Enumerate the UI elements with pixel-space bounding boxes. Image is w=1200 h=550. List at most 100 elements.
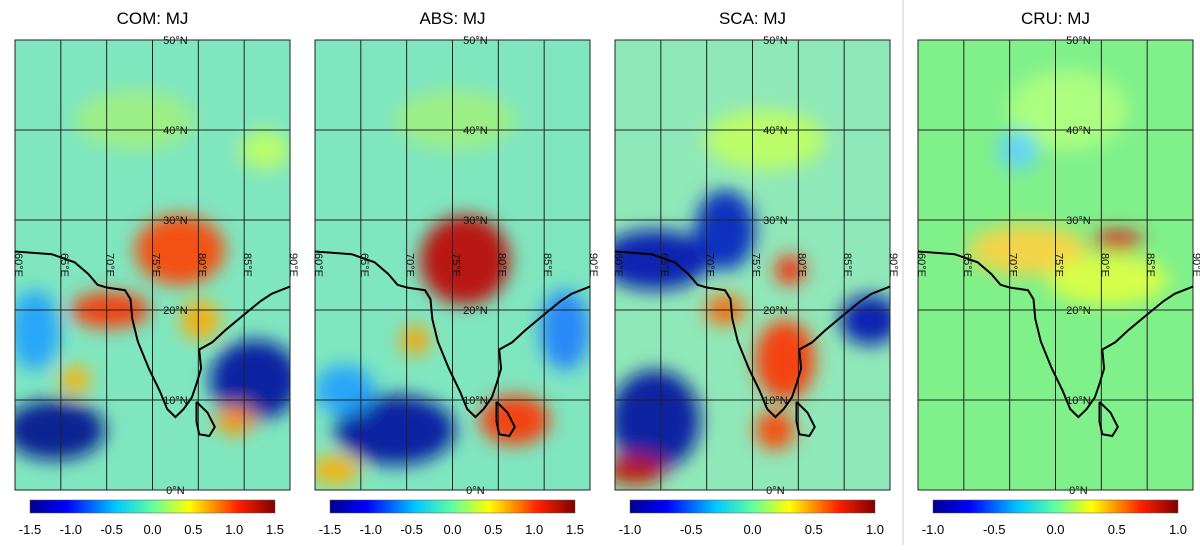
colorbar-tick-label: 1.0 [225,522,243,537]
anomaly-blob [705,110,825,170]
coastline [314,250,591,419]
map-panel: CRU: MJ 0°N 10°N 20°N 30°N 40°N 50°N 60°E 65°E 70… [915,9,1200,537]
lat-label: 20°N [463,305,488,317]
colorbar-tick-label: -1.5 [19,522,41,537]
colorbar-tick-label: -0.5 [100,522,122,537]
lat-label: 10°N [1066,395,1091,407]
lon-label: 80°E [195,253,207,277]
colorbar-tick-label: 1.5 [266,522,284,537]
anomaly-blob [15,290,60,370]
anomaly-blob [615,370,700,470]
lon-label: 80°E [495,253,507,277]
lat-label: 30°N [763,215,788,227]
anomaly-blob [775,255,805,285]
anomaly-blob [755,410,795,450]
lat-label: 50°N [763,35,788,47]
lat-label: 50°N [1066,35,1091,47]
anomaly-blob [240,130,290,170]
lon-label: 65°E [658,253,670,277]
coastline [14,250,291,419]
lat-label: 0°N [1069,485,1088,497]
colorbar-tick-label: 0.0 [743,522,761,537]
colorbar-tick-label: -1.0 [360,522,382,537]
colorbar-tick-label: 0.5 [805,522,823,537]
panel-title: COM: MJ [117,9,189,28]
anomaly-blob [1093,230,1143,250]
colorbar [932,499,1179,514]
anomaly-blob [480,395,550,445]
blobs [615,110,890,485]
lon-label: 70°E [404,253,416,277]
colorbar-tick-label: 0.0 [443,522,461,537]
lat-label: 0°N [766,485,785,497]
coastline [917,250,1194,419]
lat-label: 10°N [163,395,188,407]
lon-label: 75°E [1053,253,1065,277]
lat-label: 40°N [163,125,188,137]
anomaly-blob [615,455,665,485]
lon-label: 80°E [1098,253,1110,277]
map-panel: SCA: MJ 0°N 10°N 20°N 30°N 40°N 50°N 60°E 65°E 70… [612,9,899,537]
colorbar-tick-label: -0.5 [680,522,702,537]
lon-label: 85°E [241,253,253,277]
colorbar-tick-label: -1.0 [60,522,82,537]
colorbar-tick-label: 0.0 [1046,522,1064,537]
lon-label: 90°E [1190,253,1200,277]
colorbar [629,499,876,514]
anomaly-blob [755,320,815,400]
colorbar-tick-label: 1.0 [525,522,543,537]
anomaly-blob [335,395,455,465]
anomaly-blob [615,230,710,290]
lon-label: 75°E [750,253,762,277]
lon-label: 60°E [612,253,624,277]
colorbar-tick-label: -1.0 [922,522,944,537]
lat-label: 20°N [1066,305,1091,317]
lat-label: 30°N [163,215,188,227]
panel-title: ABS: MJ [419,9,485,28]
coastline [614,250,891,419]
lat-label: 40°N [763,125,788,137]
panel-title: SCA: MJ [719,9,786,28]
panel-title: CRU: MJ [1021,9,1090,28]
coastline [495,401,516,438]
colorbar-tick-label: -0.5 [400,522,422,537]
lat-label: 20°N [763,305,788,317]
lat-label: 50°N [463,35,488,47]
map-frame [14,39,291,491]
lat-label: 30°N [463,215,488,227]
anomaly-blob [395,90,515,150]
lat-label: 50°N [163,35,188,47]
anomaly-blob [540,290,590,370]
anomaly-blob [968,225,1088,275]
coastline [795,401,816,438]
colorbar-tick-label: 0.0 [143,522,161,537]
map-frame [917,39,1194,491]
colorbar-tick-label: -1.5 [319,522,341,537]
lat-label: 40°N [463,125,488,137]
anomaly-blob [840,295,890,345]
blobs [315,90,590,485]
anomaly-blob [135,215,225,285]
anomaly-blob [420,215,510,305]
lon-label: 60°E [915,253,927,277]
anomaly-blob [215,405,255,435]
lat-label: 0°N [466,485,485,497]
lon-label: 65°E [961,253,973,277]
colorbar [29,499,276,514]
lat-label: 0°N [166,485,185,497]
anomaly-blob [75,90,195,150]
lon-label: 90°E [587,253,599,277]
lon-label: 90°E [887,253,899,277]
colorbar-tick-label: 1.0 [866,522,884,537]
lon-label: 90°E [287,253,299,277]
lon-label: 70°E [1007,253,1019,277]
anomaly-blob [15,400,105,460]
anomaly-blob [315,365,375,415]
colorbar-tick-label: -1.0 [619,522,641,537]
lat-label: 20°N [163,305,188,317]
anomaly-blob [1048,255,1168,305]
lon-label: 85°E [841,253,853,277]
lon-label: 60°E [12,253,24,277]
lon-label: 75°E [450,253,462,277]
